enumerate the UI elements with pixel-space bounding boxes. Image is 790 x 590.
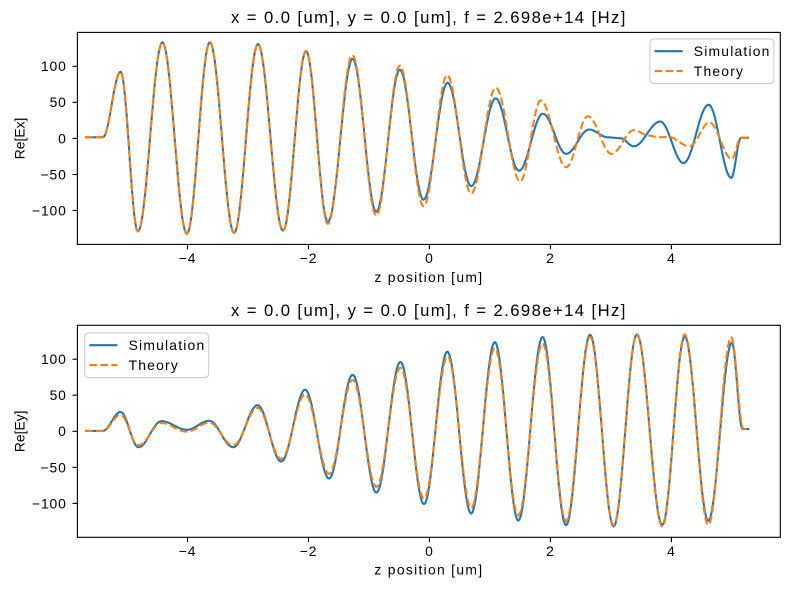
svg-text:−100: −100 [32, 495, 67, 511]
svg-text:0: 0 [58, 423, 67, 439]
svg-text:−50: −50 [41, 166, 67, 182]
svg-text:−100: −100 [32, 202, 67, 218]
svg-text:x = 0.0 [um], y = 0.0 [um], f: x = 0.0 [um], y = 0.0 [um], f = 2.698e+1… [231, 8, 627, 27]
svg-text:100: 100 [41, 58, 67, 74]
svg-text:−2: −2 [300, 250, 318, 266]
svg-text:0: 0 [58, 130, 67, 146]
svg-text:0: 0 [425, 543, 434, 559]
svg-text:0: 0 [425, 250, 434, 266]
svg-text:4: 4 [667, 543, 676, 559]
svg-text:x = 0.0 [um], y = 0.0 [um], f: x = 0.0 [um], y = 0.0 [um], f = 2.698e+1… [231, 301, 627, 320]
svg-text:50: 50 [50, 94, 67, 110]
svg-text:−4: −4 [179, 250, 197, 266]
svg-text:z position [um]: z position [um] [374, 562, 483, 578]
svg-text:Re[Ex]: Re[Ex] [12, 118, 28, 160]
svg-text:2: 2 [546, 250, 555, 266]
svg-text:Simulation: Simulation [129, 337, 206, 353]
svg-text:−2: −2 [300, 543, 318, 559]
svg-text:4: 4 [667, 250, 676, 266]
svg-text:−50: −50 [41, 459, 67, 475]
svg-text:−4: −4 [179, 543, 197, 559]
svg-text:2: 2 [546, 543, 555, 559]
svg-text:Simulation: Simulation [694, 43, 771, 59]
svg-text:50: 50 [50, 387, 67, 403]
svg-text:Theory: Theory [694, 63, 744, 79]
svg-text:100: 100 [41, 351, 67, 367]
svg-text:Re[Ey]: Re[Ey] [12, 410, 28, 452]
svg-text:Theory: Theory [129, 357, 179, 373]
svg-text:z position [um]: z position [um] [374, 269, 483, 285]
